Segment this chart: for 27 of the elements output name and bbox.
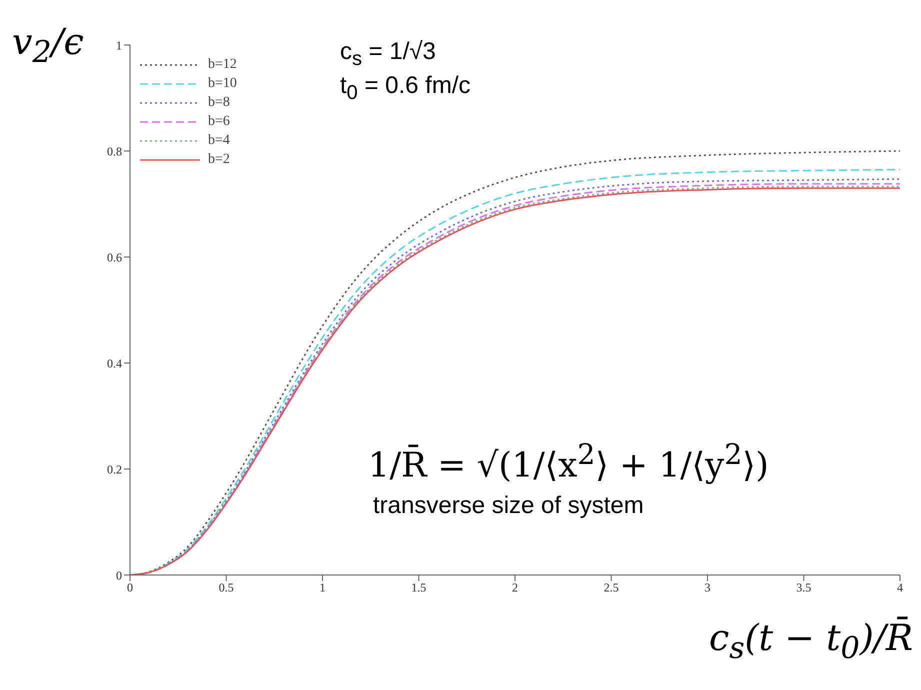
y-tick-label: 1 xyxy=(116,38,122,52)
x-tick-label: 0.5 xyxy=(218,580,234,595)
annotation: c$_{s}$ = 1/√3 xyxy=(340,38,436,71)
y-tick-label: 0.2 xyxy=(107,462,122,476)
legend-label: b=8 xyxy=(208,94,230,110)
legend-label: b=12 xyxy=(208,56,237,72)
x-tick-label: 2.5 xyxy=(604,580,619,595)
annotation: 1/R̄ = √(1/⟨x$^{2}$⟩ + 1/⟨y$^{2}$⟩) xyxy=(368,438,769,486)
x-tick-label: 0 xyxy=(127,580,133,595)
annotation: t$_{0}$ = 0.6 fm/c xyxy=(340,72,471,105)
y-tick-label: 0.4 xyxy=(107,356,122,370)
annotation: transverse size of system xyxy=(373,492,644,520)
x-tick-label: 3.5 xyxy=(796,580,812,595)
x-tick-label: 3 xyxy=(704,580,710,595)
x-tick-label: 1.5 xyxy=(411,580,426,595)
y-tick-label: 0 xyxy=(116,568,122,582)
x-tick-label: 1 xyxy=(320,580,326,595)
y-tick-label: 0.8 xyxy=(107,144,122,158)
legend-label: b=6 xyxy=(208,114,230,130)
y-tick-label: 0.6 xyxy=(107,250,122,264)
legend-label: b=4 xyxy=(208,132,230,148)
x-tick-label: 4 xyxy=(897,580,903,595)
legend-label: b=10 xyxy=(208,76,237,92)
legend-label: b=2 xyxy=(208,152,230,168)
x-tick-label: 2 xyxy=(512,580,518,595)
x-axis-title: c$_{s}$(t − t$_{0}$)/R̄ xyxy=(709,618,913,666)
y-axis-title: v$_{2}$/ϵ xyxy=(12,22,84,70)
